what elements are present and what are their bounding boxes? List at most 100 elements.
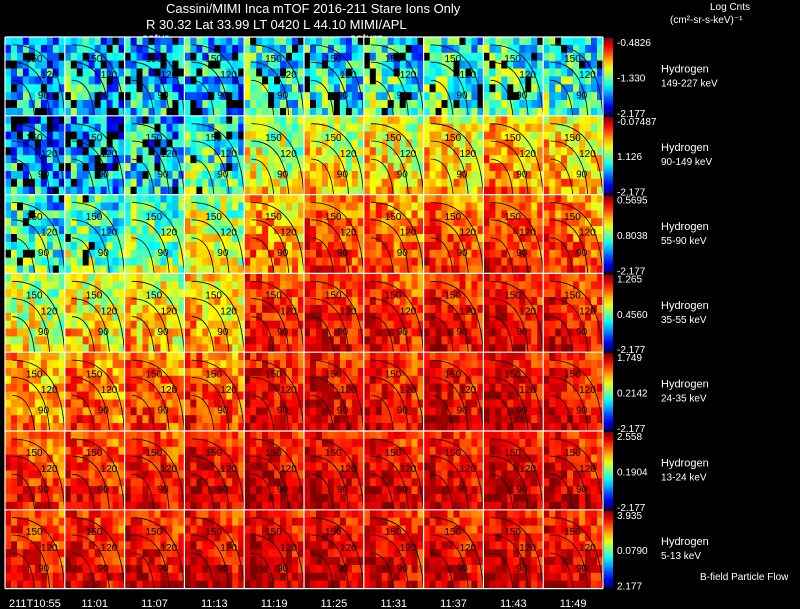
contour-label: 90 <box>217 248 229 259</box>
panel-r1-c5: 150 120 90 <box>304 115 365 199</box>
contour-label: 150 <box>445 212 462 223</box>
panel-r5-c6: 150 120 90 <box>363 431 424 514</box>
contour-label: 90 <box>457 248 469 259</box>
colorbar-mid-label: 0.4560 <box>617 310 648 321</box>
colorbar-min-label: -2.177 <box>617 109 646 120</box>
time-tick-label: 11:25 <box>321 598 348 609</box>
row-energy-label: 13-24 keV <box>661 472 707 483</box>
contour-label: 150 <box>325 448 342 459</box>
panel-r0-c1: 150 120 90 <box>64 37 125 120</box>
contour-label: 120 <box>280 543 297 554</box>
panel-r3-c4: 150 120 90 <box>244 273 305 357</box>
panel-r3-c5: 150 120 90 <box>304 273 365 357</box>
colorbar-units-title: Log Cnts <box>710 2 751 13</box>
panel-r1-c1: 150 120 90 <box>64 115 125 199</box>
colorbar-mid-label: -1.330 <box>617 73 646 84</box>
contour-label: 150 <box>564 54 581 65</box>
contour-label: 90 <box>516 169 528 180</box>
panel-r1-c0: 150 120 90 <box>5 115 66 199</box>
contour-label: 150 <box>146 448 163 459</box>
contour-label: 120 <box>280 70 297 81</box>
panel-r0-c9: 150 120 90 <box>543 37 604 120</box>
contour-label: 90 <box>576 563 588 574</box>
panel-r3-c0: 150 120 90 <box>5 273 66 357</box>
row-species-label: Hydrogen <box>661 300 709 312</box>
colorbar-6 <box>604 510 613 588</box>
panel-r5-c1: 150 120 90 <box>64 431 125 514</box>
contour-label: 120 <box>579 149 596 160</box>
contour-label: 150 <box>205 291 222 302</box>
contour-label: 150 <box>205 369 222 380</box>
row-energy-label: 55-90 keV <box>661 236 707 247</box>
colorbar-units-subtitle: (cm²-sr-s-keV)⁻¹ <box>670 15 743 26</box>
contour-label: 90 <box>38 169 50 180</box>
contour-label: 150 <box>385 54 402 65</box>
contour-label: 120 <box>460 149 477 160</box>
colorbar-4 <box>604 353 613 430</box>
colorbar-min-label: -2.177 <box>617 345 646 356</box>
contour-label: 150 <box>26 54 43 65</box>
contour-label: 120 <box>519 149 536 160</box>
panel-r0-c0: 150 120 90 <box>5 37 66 120</box>
colorbar-max-label: -0.4826 <box>617 38 651 49</box>
panel-r6-c9: 150 120 90 <box>543 509 604 593</box>
contour-label: 150 <box>86 133 103 144</box>
panel-r4-c1: 150 120 90 <box>64 352 125 435</box>
colorbar-min-label: -2.177 <box>617 266 646 277</box>
contour-label: 90 <box>38 248 50 259</box>
panel-r4-c5: 150 120 90 <box>304 352 365 435</box>
contour-label: 90 <box>576 91 588 102</box>
contour-label: 150 <box>205 448 222 459</box>
colorbar-1 <box>604 116 613 194</box>
panel-r3-c1: 150 120 90 <box>64 273 125 357</box>
contour-label: 90 <box>158 327 170 338</box>
contour-label: 120 <box>400 70 417 81</box>
panel-r2-c2: 150 120 90 <box>124 194 185 278</box>
contour-label: 120 <box>161 149 178 160</box>
contour-label: 120 <box>400 464 417 475</box>
row-energy-label: 5-13 keV <box>661 551 701 562</box>
contour-label: 90 <box>217 327 229 338</box>
contour-label: 150 <box>265 54 282 65</box>
contour-label: 90 <box>457 327 469 338</box>
contour-label: 120 <box>101 543 118 554</box>
contour-label: 150 <box>265 527 282 538</box>
contour-label: 90 <box>397 406 409 417</box>
contour-label: 150 <box>325 291 342 302</box>
panel-r2-c9: 150 120 90 <box>543 194 604 278</box>
contour-label: 150 <box>564 369 581 380</box>
colorbar-max-label: 0.5695 <box>617 196 648 207</box>
contour-label: 120 <box>340 149 357 160</box>
contour-label: 150 <box>265 212 282 223</box>
contour-label: 120 <box>519 543 536 554</box>
contour-label: 150 <box>504 291 521 302</box>
contour-label: 150 <box>385 527 402 538</box>
contour-label: 150 <box>26 448 43 459</box>
colorbar-max-label: 1.265 <box>617 274 642 285</box>
contour-label: 120 <box>161 464 178 475</box>
contour-label: 90 <box>397 248 409 259</box>
time-tick-label: 11:19 <box>261 598 288 609</box>
contour-label: 120 <box>400 228 417 239</box>
contour-label: 90 <box>576 406 588 417</box>
panel-r4-c2: 150 120 90 <box>124 352 185 435</box>
panel-r1-c8: 150 120 90 <box>483 115 544 199</box>
contour-label: 120 <box>579 385 596 396</box>
contour-label: 120 <box>579 228 596 239</box>
colorbar-mid-label: 0.8038 <box>617 231 648 242</box>
row-species-label: Hydrogen <box>661 379 709 391</box>
colorbar-5 <box>604 432 613 509</box>
contour-label: 90 <box>516 248 528 259</box>
contour-label: 120 <box>220 543 237 554</box>
contour-label: 90 <box>576 327 588 338</box>
contour-label: 120 <box>101 306 118 317</box>
panel-r2-c4: 150 120 90 <box>244 194 305 278</box>
contour-label: 90 <box>337 327 349 338</box>
row-energy-label: 24-35 keV <box>661 394 707 405</box>
panel-r4-c6: 150 120 90 <box>363 352 424 435</box>
contour-label: 120 <box>400 543 417 554</box>
contour-label: 120 <box>519 385 536 396</box>
panel-r5-c5: 150 120 90 <box>304 431 365 514</box>
contour-label: 90 <box>158 406 170 417</box>
colorbar-2 <box>604 195 613 273</box>
